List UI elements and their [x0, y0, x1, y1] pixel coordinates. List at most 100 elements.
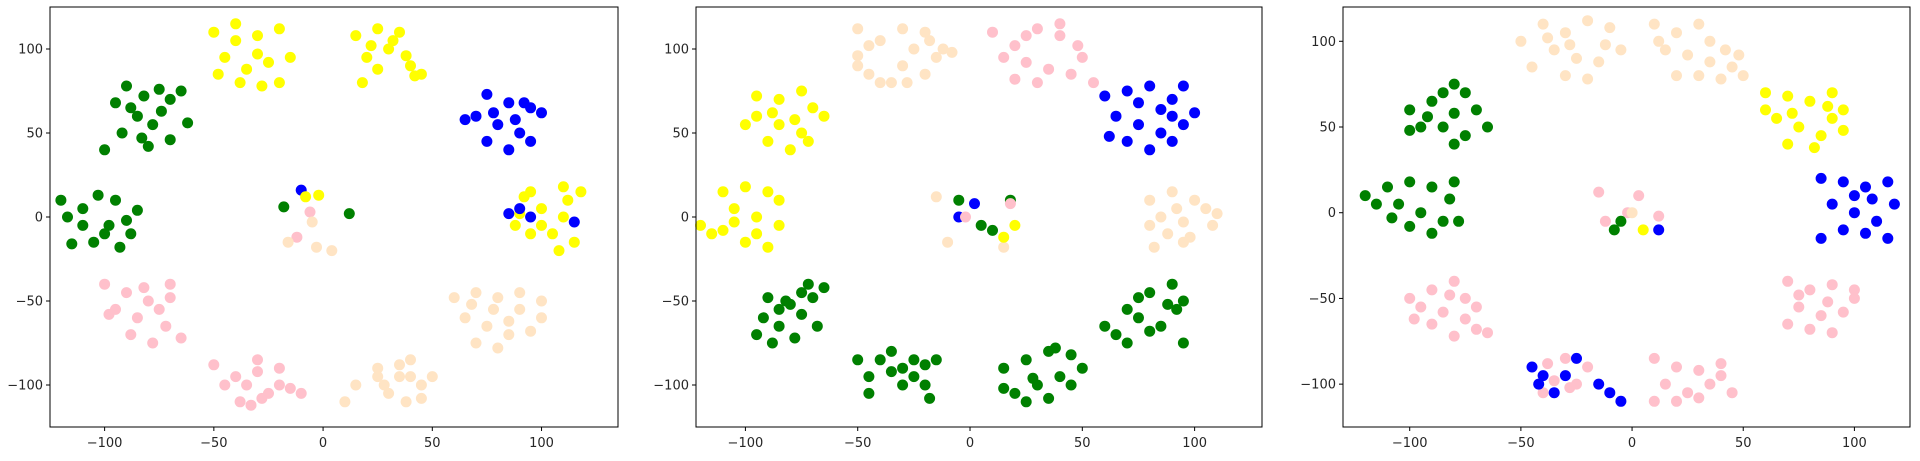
- data-point: [1615, 395, 1627, 407]
- data-point: [1437, 306, 1449, 318]
- plot-area: [696, 7, 1262, 427]
- data-point: [160, 320, 172, 332]
- data-point: [518, 97, 530, 109]
- data-point: [394, 26, 405, 38]
- data-point: [503, 315, 515, 327]
- data-point: [1786, 107, 1798, 119]
- data-point: [208, 359, 220, 371]
- data-point: [796, 85, 808, 97]
- data-point: [818, 282, 830, 294]
- data-point: [575, 186, 587, 198]
- data-point: [874, 77, 886, 89]
- data-point: [1207, 219, 1219, 231]
- data-point: [1793, 289, 1805, 301]
- x-tick-label: −50: [844, 436, 871, 451]
- data-point: [1826, 279, 1838, 291]
- data-point: [1404, 124, 1416, 136]
- data-point: [219, 51, 231, 63]
- data-point: [1453, 215, 1465, 227]
- data-point: [789, 114, 801, 126]
- data-point: [365, 40, 377, 52]
- data-point: [394, 359, 405, 371]
- data-point: [1822, 296, 1834, 308]
- data-point: [503, 329, 515, 341]
- data-point: [1099, 90, 1111, 102]
- data-point: [1782, 318, 1794, 330]
- data-point: [1604, 387, 1616, 399]
- data-point: [728, 216, 740, 228]
- y-tick-label: 0: [1328, 206, 1336, 221]
- data-point: [1448, 78, 1460, 90]
- data-point: [762, 186, 774, 198]
- data-point: [568, 216, 580, 228]
- data-point: [343, 208, 355, 220]
- data-point: [1593, 56, 1605, 68]
- data-point: [773, 320, 785, 332]
- y-tick-label: −100: [653, 379, 689, 394]
- data-point: [1771, 112, 1783, 124]
- data-point: [155, 105, 167, 117]
- data-point: [773, 219, 785, 231]
- data-point: [409, 70, 421, 82]
- data-point: [897, 379, 909, 391]
- data-point: [1760, 87, 1771, 99]
- data-point: [136, 132, 148, 144]
- scatter-panel-right: −100 −50 0 50 100 −100 −50 0 50 100: [1300, 6, 1911, 451]
- data-point: [488, 107, 499, 119]
- data-point: [1693, 70, 1705, 82]
- data-point: [1148, 241, 1160, 253]
- data-point: [1537, 18, 1549, 30]
- data-point: [164, 292, 176, 304]
- data-point: [256, 392, 268, 404]
- data-point: [1815, 172, 1827, 184]
- data-point: [525, 135, 537, 147]
- data-point: [1166, 186, 1178, 198]
- data-point: [470, 287, 482, 299]
- data-point: [1065, 349, 1077, 361]
- data-point: [1608, 224, 1620, 236]
- data-point: [1559, 352, 1571, 364]
- data-point: [757, 312, 769, 324]
- data-point: [405, 371, 416, 383]
- data-point: [1072, 40, 1084, 52]
- data-point: [930, 354, 942, 366]
- data-point: [1542, 32, 1554, 44]
- data-point: [1020, 56, 1032, 68]
- data-point: [1448, 138, 1460, 150]
- data-point: [773, 194, 785, 206]
- scatter-panel-middle: −100 −50 0 50 100 −100 −50 0 50 100: [653, 6, 1263, 451]
- data-point: [802, 135, 814, 147]
- data-points: [55, 18, 587, 411]
- data-point: [1653, 224, 1665, 236]
- data-point: [818, 110, 830, 122]
- data-point: [852, 354, 864, 366]
- data-point: [1659, 378, 1671, 390]
- data-point: [394, 371, 405, 383]
- data-point: [147, 337, 159, 349]
- data-point: [1826, 327, 1838, 339]
- data-point: [400, 396, 412, 408]
- data-point: [1189, 194, 1201, 206]
- data-point: [919, 26, 931, 38]
- data-point: [383, 43, 395, 55]
- data-point: [252, 48, 263, 60]
- data-point: [1815, 232, 1827, 244]
- data-point: [897, 60, 909, 72]
- data-point: [1548, 44, 1560, 56]
- data-point: [1020, 354, 1032, 366]
- data-point: [103, 219, 115, 231]
- data-point: [1815, 130, 1827, 142]
- data-point: [863, 371, 875, 383]
- y-tick-label: 50: [1319, 121, 1336, 136]
- data-point: [350, 379, 362, 391]
- data-point: [1726, 387, 1738, 399]
- data-point: [1470, 301, 1482, 313]
- data-point: [885, 366, 897, 378]
- x-tick-label: −100: [87, 436, 123, 451]
- data-point: [1826, 87, 1838, 99]
- data-point: [1782, 138, 1794, 150]
- data-point: [885, 345, 897, 357]
- x-tick-label: −50: [1507, 436, 1534, 451]
- data-point: [1189, 107, 1201, 119]
- data-point: [241, 63, 253, 75]
